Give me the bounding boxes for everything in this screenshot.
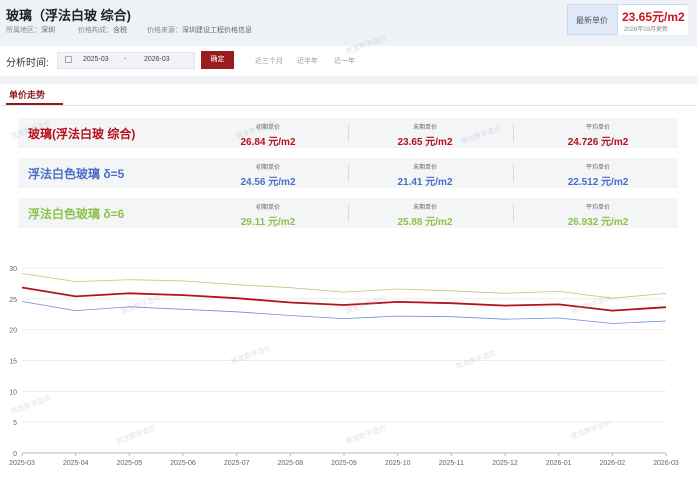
x-tick-label: 2025-12 [492, 460, 518, 467]
price-trend-chart: 0 5 10 15 20 25 30 2025-03 2025-04 2025-05 2025-06… [9, 266, 679, 467]
summary-card-composite: 玻璃(浮法白玻 综合) 初期单价 26.84 元/m2 末期单价 23.65 元… [18, 118, 678, 148]
x-tick-label: 2025-10 [385, 460, 411, 467]
calendar-icon [65, 56, 72, 63]
source-info: 价格来源：深圳建设工程价格信息 [147, 25, 252, 35]
tab-underline [6, 103, 63, 105]
latest-update-text: 2026年03月更新 [624, 27, 669, 33]
x-tick-label: 2025-08 [277, 460, 303, 467]
summary-card-6mm: 浮法白色玻璃 δ=6 初期单价 29.11 元/m2 末期单价 25.88 元/… [18, 198, 678, 228]
avg-price-label: 平均单价 [585, 165, 610, 171]
start-price-label: 初期单价 [255, 165, 280, 171]
card-divider [513, 124, 514, 142]
end-price-label: 末期单价 [412, 125, 437, 131]
start-price-value: 24.56 元/m2 [240, 177, 296, 188]
x-tick-label: 2025-05 [116, 460, 142, 467]
date-separator: - [124, 56, 127, 63]
x-tick-label: 2025-09 [331, 460, 357, 467]
avg-price-col: 平均单价 24.726 元/m2 [548, 118, 648, 148]
start-price-value: 29.11 元/m2 [240, 217, 296, 228]
latest-price-box: 最新单价 23.65元/m2 2026年03月更新 [567, 4, 688, 35]
card-divider [348, 204, 349, 222]
latest-price-value: 23.65元/m2 [622, 10, 685, 24]
price-type-info: 价格构成：含税 [78, 25, 127, 35]
x-tick-label: 2025-04 [63, 460, 89, 467]
quick-three-months[interactable]: 近三个月 [255, 58, 283, 65]
x-tick-label: 2025-11 [439, 460, 464, 467]
series-line-0 [21, 273, 667, 299]
avg-price-value: 24.726 元/m2 [567, 137, 629, 148]
quick-one-year[interactable]: 近一年 [334, 58, 355, 65]
start-price-col: 初期单价 29.11 元/m2 [218, 198, 318, 228]
date-range-picker[interactable]: 2025-03 - 2026-03 [57, 52, 195, 69]
card-name: 浮法白色玻璃 δ=5 [28, 167, 125, 181]
avg-price-col: 平均单价 22.512 元/m2 [548, 158, 648, 188]
end-price-value: 23.65 元/m2 [397, 137, 453, 148]
end-date[interactable]: 2026-03 [144, 56, 170, 63]
end-price-label: 末期单价 [412, 205, 437, 211]
analysis-time-label: 分析时间: [6, 58, 49, 69]
y-tick-label: 10 [9, 389, 17, 396]
region-label: 所属地区： [6, 27, 41, 34]
card-divider [513, 204, 514, 222]
x-tick-label: 2026-02 [599, 460, 625, 467]
source-label: 价格来源： [147, 27, 182, 34]
start-price-label: 初期单价 [255, 205, 280, 211]
latest-price-label: 最新单价 [576, 16, 608, 25]
start-price-col: 初期单价 26.84 元/m2 [218, 118, 318, 148]
x-tick-label: 2025-03 [9, 460, 35, 467]
x-tick-label: 2025-07 [224, 460, 250, 467]
price-type-label: 价格构成： [78, 27, 113, 34]
avg-price-value: 22.512 元/m2 [567, 177, 629, 188]
y-tick-label: 25 [9, 297, 17, 304]
quick-half-year[interactable]: 近半年 [297, 58, 318, 65]
region-info: 所属地区：深圳 [6, 25, 55, 35]
y-tick-label: 15 [9, 359, 17, 366]
end-price-value: 21.41 元/m2 [397, 177, 453, 188]
x-tick-label: 2026-01 [546, 460, 572, 467]
source-value: 深圳建设工程价格信息 [182, 27, 252, 34]
y-tick-label: 5 [13, 420, 17, 427]
end-price-col: 末期单价 23.65 元/m2 [375, 118, 475, 148]
avg-price-label: 平均单价 [585, 125, 610, 131]
start-date[interactable]: 2025-03 [83, 56, 109, 63]
end-price-col: 末期单价 21.41 元/m2 [375, 158, 475, 188]
latest-price-value-box: 23.65元/m2 2026年03月更新 [617, 5, 688, 35]
series-line-2 [21, 301, 667, 324]
region-value: 深圳 [41, 27, 55, 34]
end-price-value: 25.88 元/m2 [397, 217, 453, 228]
end-price-label: 末期单价 [412, 165, 437, 171]
confirm-button[interactable]: 确定 [201, 51, 234, 69]
card-name: 玻璃(浮法白玻 综合) [28, 127, 136, 141]
avg-price-col: 平均单价 26.932 元/m2 [548, 198, 648, 228]
summary-card-5mm: 浮法白色玻璃 δ=5 初期单价 24.56 元/m2 末期单价 21.41 元/… [18, 158, 678, 188]
y-tick-label: 30 [9, 266, 17, 273]
start-price-col: 初期单价 24.56 元/m2 [218, 158, 318, 188]
tab-price-trend[interactable]: 单价走势 [9, 90, 46, 100]
price-type-value: 含税 [113, 27, 127, 34]
card-divider [348, 124, 349, 142]
page-title: 玻璃（浮法白玻 综合) [6, 8, 131, 23]
avg-price-value: 26.932 元/m2 [567, 217, 629, 228]
card-name: 浮法白色玻璃 δ=6 [28, 207, 125, 221]
x-tick-label: 2026-03 [653, 460, 679, 467]
avg-price-label: 平均单价 [585, 205, 610, 211]
trend-panel: 单价走势 玻璃(浮法白玻 综合) 初期单价 26.84 元/m2 末期单价 23… [0, 84, 697, 483]
y-tick-label: 0 [13, 451, 17, 458]
tab-divider [0, 105, 697, 106]
card-divider [513, 164, 514, 182]
card-divider [348, 164, 349, 182]
start-price-value: 26.84 元/m2 [240, 137, 296, 148]
y-tick-label: 20 [9, 328, 17, 335]
filter-bar: 分析时间: 2025-03 - 2026-03 确定 近三个月 近半年 近一年 [0, 46, 697, 76]
series-line-1 [21, 286, 667, 312]
end-price-col: 末期单价 25.88 元/m2 [375, 198, 475, 228]
start-price-label: 初期单价 [255, 125, 280, 131]
x-tick-label: 2025-06 [170, 460, 196, 467]
